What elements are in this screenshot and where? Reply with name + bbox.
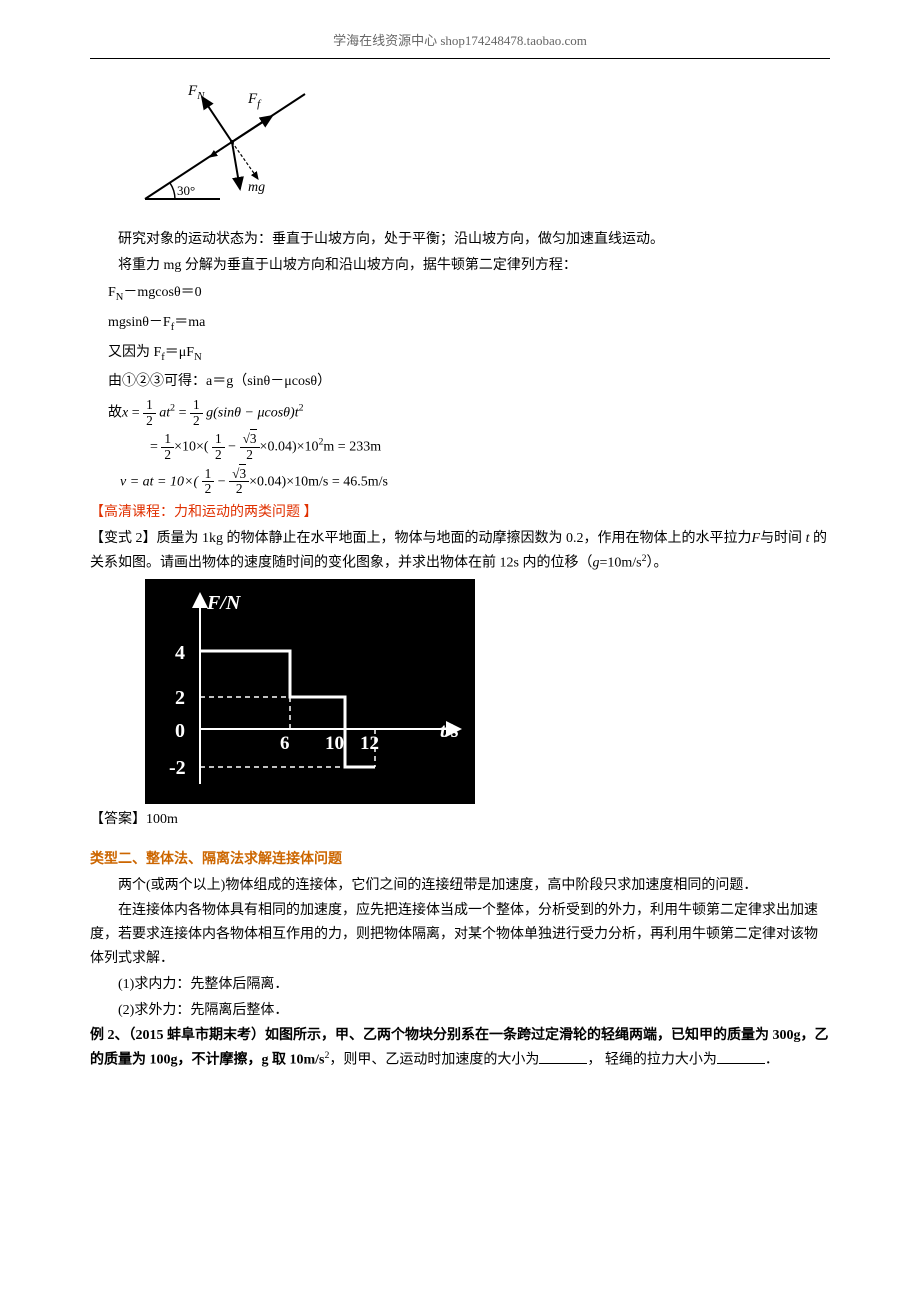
answer: 【答案】100m xyxy=(90,808,830,832)
paragraph-1: 研究对象的运动状态为：垂直于山坡方向，处于平衡；沿山坡方向，做匀加速直线运动。 xyxy=(90,228,830,252)
blank-1 xyxy=(539,1049,587,1064)
svg-text:Ff: Ff xyxy=(247,91,262,110)
equation-3: 又因为 Ff＝μFN xyxy=(108,341,830,367)
red-note: 【高清课程：力和运动的两类问题 】 xyxy=(90,501,830,525)
angle-label: 30° xyxy=(177,183,195,198)
type-2-title: 类型二、整体法、隔离法求解连接体问题 xyxy=(90,848,830,872)
equation-7: v = at = 10×( 12 − √32×0.04)×10m/s = 46.… xyxy=(120,467,830,497)
example-2: 例 2、（2015 蚌阜市期末考）如图所示，甲、乙两个物块分别系在一条跨过定滑轮… xyxy=(90,1024,830,1072)
svg-text:2: 2 xyxy=(175,687,185,709)
svg-text:-2: -2 xyxy=(169,757,186,779)
type2-p4: (2)求外力：先隔离后整体． xyxy=(90,999,830,1023)
page-header: 学海在线资源中心 shop174248478.taobao.com xyxy=(90,30,830,59)
incline-diagram: 30° FN Ff mg xyxy=(140,79,310,209)
svg-text:F/N: F/N xyxy=(206,592,242,614)
force-time-graph: F/N 4 2 0 -2 6 10 12 t/s xyxy=(145,579,475,804)
svg-text:FN: FN xyxy=(187,83,205,102)
type2-p3: (1)求内力：先整体后隔离． xyxy=(90,973,830,997)
equation-6: = 12×10×( 12 − √32×0.04)×102m = 233m xyxy=(150,432,830,462)
svg-text:4: 4 xyxy=(175,642,185,664)
type2-p1: 两个(或两个以上)物体组成的连接体，它们之间的连接纽带是加速度，高中阶段只求加速… xyxy=(90,874,830,898)
variation-2: 【变式 2】质量为 1kg 的物体静止在水平地面上，物体与地面的动摩擦因数为 0… xyxy=(90,527,830,575)
equation-2: mgsinθ－Ff＝ma xyxy=(108,311,830,337)
svg-text:0: 0 xyxy=(175,720,185,742)
svg-text:6: 6 xyxy=(280,733,290,754)
svg-text:mg: mg xyxy=(248,180,265,195)
svg-text:10: 10 xyxy=(325,733,344,754)
type2-p2: 在连接体内各物体具有相同的加速度，应先把连接体当成一个整体，分析受到的外力，利用… xyxy=(90,899,830,970)
equation-4: 由①②③可得：a＝g（sinθ－μcosθ） xyxy=(108,370,830,394)
svg-text:12: 12 xyxy=(360,733,379,754)
paragraph-2: 将重力 mg 分解为垂直于山坡方向和沿山坡方向，据牛顿第二定律列方程： xyxy=(90,254,830,278)
equation-5: 故x = 12 at2 = 12 g(sinθ − μcosθ)t2 xyxy=(108,398,830,428)
svg-text:t/s: t/s xyxy=(440,720,459,742)
equation-1: FN－mgcosθ＝0 xyxy=(108,281,830,307)
blank-2 xyxy=(717,1049,765,1064)
